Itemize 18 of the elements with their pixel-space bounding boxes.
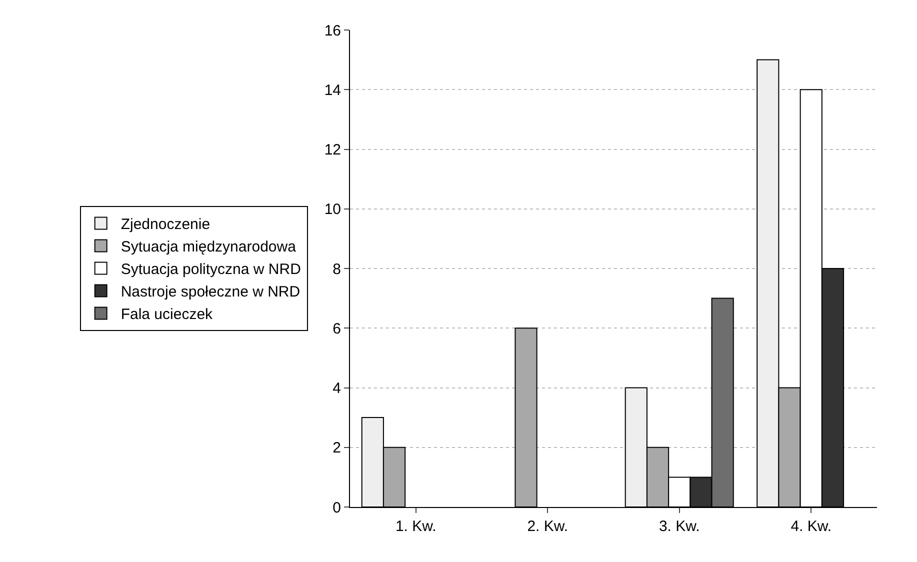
legend-label: Fala ucieczek xyxy=(120,306,214,324)
x-tick-label: 4. Kw. xyxy=(790,518,832,535)
legend-label: Zjednoczenie xyxy=(120,216,210,234)
y-tick-label: 14 xyxy=(324,82,341,99)
y-tick-label: 10 xyxy=(324,201,341,218)
y-tick-label: 8 xyxy=(332,260,341,278)
x-tick-label: 3. Kw. xyxy=(658,518,700,535)
y-tick-label: 2 xyxy=(332,440,341,457)
y-tick-label: 4 xyxy=(332,380,341,397)
y-tick-label: 0 xyxy=(332,499,341,516)
legend-label: Nastroje społeczne w NRD xyxy=(120,284,300,301)
x-tick-label: 1. Kw. xyxy=(395,518,436,535)
y-tick-label: 16 xyxy=(324,22,341,40)
y-tick-label: 12 xyxy=(324,142,341,158)
x-tick-label: 2. Kw. xyxy=(527,518,568,535)
legend-label: Sytuacja polityczna w NRD xyxy=(120,261,302,278)
legend-label: Sytuacja międzynarodowa xyxy=(120,238,297,256)
y-tick-label: 6 xyxy=(332,320,341,338)
